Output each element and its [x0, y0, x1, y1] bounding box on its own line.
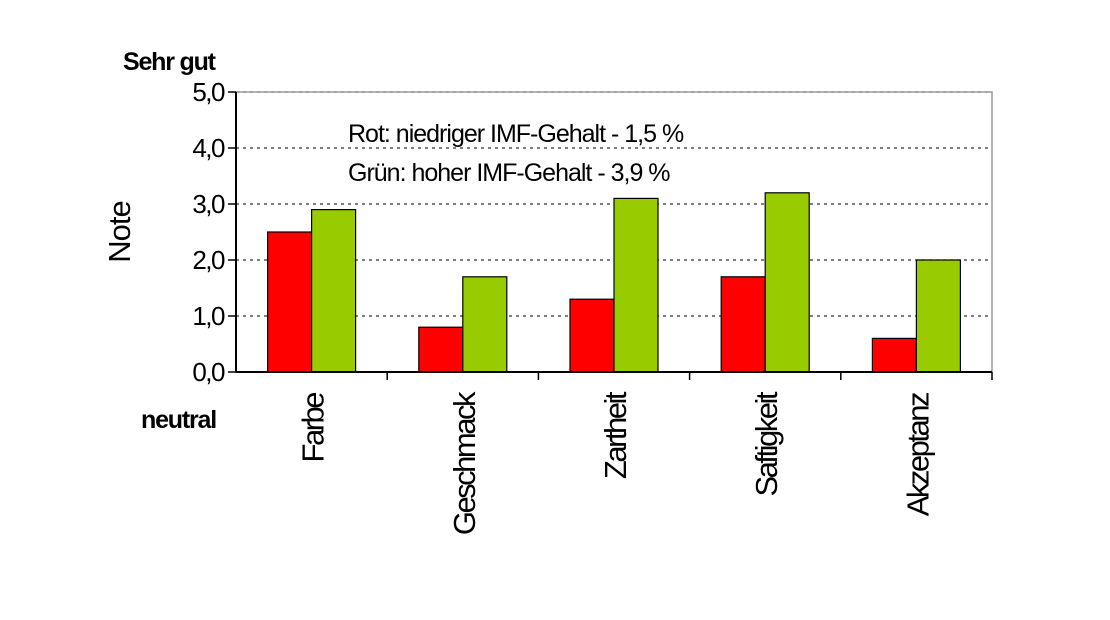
- category-label: Saftigkeit: [749, 391, 784, 496]
- bar-green-geschmack: [462, 276, 508, 373]
- top-label: Sehr gut: [123, 48, 217, 76]
- y-axis-label: Note: [102, 201, 137, 262]
- bar-green-farbe: [311, 209, 357, 373]
- category-label: Zartheit: [598, 391, 633, 479]
- legend-note-green: Grün: hoher IMF-Gehalt - 3,9 %: [348, 159, 670, 187]
- y-tick-labels: 0,0 1,0 2,0 3,0 4,0 5,0: [192, 77, 226, 387]
- category-labels: Farbe Geschmack Zartheit Saftigkeit Akzeptan…: [296, 391, 936, 535]
- category-label: Akzeptanz: [900, 393, 935, 516]
- bar-green-saftigkeit: [764, 192, 810, 373]
- category-label: Geschmack: [447, 391, 482, 535]
- bar-red-geschmack: [418, 326, 464, 373]
- bar-green-akzeptanz: [915, 259, 962, 373]
- y-tick-label: 2,0: [192, 245, 225, 275]
- y-tick-label: 0,0: [192, 357, 225, 387]
- bars: [267, 192, 962, 373]
- y-tick-label: 3,0: [192, 189, 225, 219]
- bar-red-farbe: [267, 231, 313, 373]
- bar-green-zartheit: [613, 197, 659, 373]
- legend-note-red: Rot: niedriger IMF-Gehalt - 1,5 %: [348, 120, 684, 148]
- y-tick-label: 1,0: [192, 301, 225, 331]
- bar-red-akzeptanz: [871, 337, 918, 373]
- bar-red-saftigkeit: [720, 276, 766, 373]
- axes: [228, 91, 993, 380]
- y-tick-label: 4,0: [192, 133, 225, 163]
- bottom-label: neutral: [141, 406, 216, 434]
- category-label: Farbe: [296, 393, 331, 463]
- y-tick-label: 5,0: [192, 77, 225, 107]
- bar-red-zartheit: [569, 298, 615, 373]
